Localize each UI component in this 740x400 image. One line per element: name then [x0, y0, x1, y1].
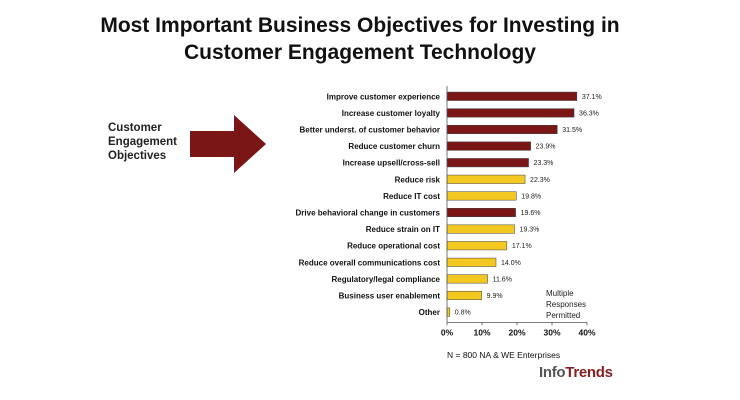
side-label-line-3: Objectives: [108, 150, 167, 162]
value-label-10: 14.0%: [501, 260, 521, 267]
right-arrow-icon: [190, 115, 266, 173]
value-label-9: 17.1%: [512, 243, 532, 250]
bars-group: [446, 91, 578, 317]
category-label-11: Regulatory/legal compliance: [332, 275, 441, 284]
bar-5: [446, 174, 526, 184]
category-label-9: Reduce operational cost: [347, 242, 440, 251]
note-line-3: Permitted: [546, 311, 581, 320]
category-label-13: Other: [419, 308, 440, 317]
category-label-5: Reduce risk: [395, 175, 441, 184]
note-line-1: Multiple: [546, 289, 574, 298]
value-label-12: 9.9%: [487, 293, 503, 300]
bar-2: [446, 125, 558, 134]
bar-7: [446, 208, 516, 217]
value-label-11: 11.6%: [493, 276, 512, 283]
category-label-12: Business user enablement: [339, 292, 441, 301]
value-label-4: 23.3%: [534, 160, 554, 167]
note-line-2: Responses: [546, 300, 587, 309]
x-axis: 0% 10% 20% 30% 40%: [441, 86, 596, 337]
sample-size-footnote: N = 800 NA & WE Enterprises: [447, 350, 561, 360]
infotrends-logo: InfoTrends: [539, 364, 613, 381]
bar-3: [446, 141, 531, 151]
value-label-8: 19.3%: [520, 227, 540, 234]
x-tick-label-0: 0%: [441, 327, 454, 337]
chart-title: Most Important Business Objectives for I…: [60, 12, 660, 66]
category-label-6: Reduce IT cost: [383, 192, 440, 201]
side-label: Customer Engagement Objectives: [108, 121, 177, 163]
category-label-10: Reduce overall communications cost: [299, 258, 441, 267]
side-label-line-1: Customer: [108, 122, 162, 134]
bar-9: [446, 241, 508, 251]
bar-8: [446, 224, 515, 234]
value-label-3: 23.9%: [536, 144, 556, 151]
bar-12: [446, 291, 482, 300]
category-label-8: Reduce strain on IT: [366, 225, 440, 234]
bar-4: [446, 158, 529, 168]
responses-note: Multiple Responses Permitted: [546, 288, 586, 321]
category-label-4: Increase upsell/cross-sell: [343, 159, 440, 168]
value-label-0: 37.1%: [582, 94, 602, 101]
value-label-13: 0.8%: [455, 310, 471, 317]
chart-title-line-1: Most Important Business Objectives for I…: [100, 14, 620, 37]
chart-title-line-2: Customer Engagement Technology: [184, 41, 536, 64]
bar-6: [446, 191, 517, 201]
value-label-5: 22.3%: [530, 177, 550, 184]
category-label-3: Reduce customer churn: [348, 142, 440, 151]
right-arrow-shape: [190, 115, 266, 173]
bar-13: [446, 307, 451, 317]
bar-11: [446, 274, 488, 284]
value-label-1: 36.3%: [579, 110, 599, 117]
bar-1: [446, 108, 575, 118]
side-label-line-2: Engagement: [108, 136, 178, 148]
x-tick-label-4: 40%: [578, 327, 595, 337]
x-tick-label-3: 30%: [543, 327, 560, 337]
value-label-6: 19.8%: [521, 193, 541, 200]
x-tick-label-2: 20%: [508, 327, 525, 337]
category-label-1: Increase customer loyalty: [342, 109, 441, 118]
bar-10: [446, 257, 497, 267]
category-label-0: Improve customer experience: [327, 92, 441, 101]
value-label-2: 31.5%: [562, 127, 582, 134]
category-label-7: Drive behavioral change in customers: [296, 209, 441, 218]
bar-0: [446, 91, 578, 101]
logo-text-part2: Trends: [565, 364, 613, 381]
category-label-2: Better underst. of customer behavior: [300, 126, 440, 135]
logo-text-part1: Info: [539, 364, 566, 381]
value-label-7: 19.6%: [521, 210, 541, 217]
x-tick-label-1: 10%: [473, 327, 490, 337]
value-labels-group: 37.1% 36.3% 31.5% 23.9% 23.3% 22.3% 19.8% 19.6%…: [455, 94, 602, 317]
category-labels-group: Improve customer experience Increase cust…: [296, 92, 441, 317]
